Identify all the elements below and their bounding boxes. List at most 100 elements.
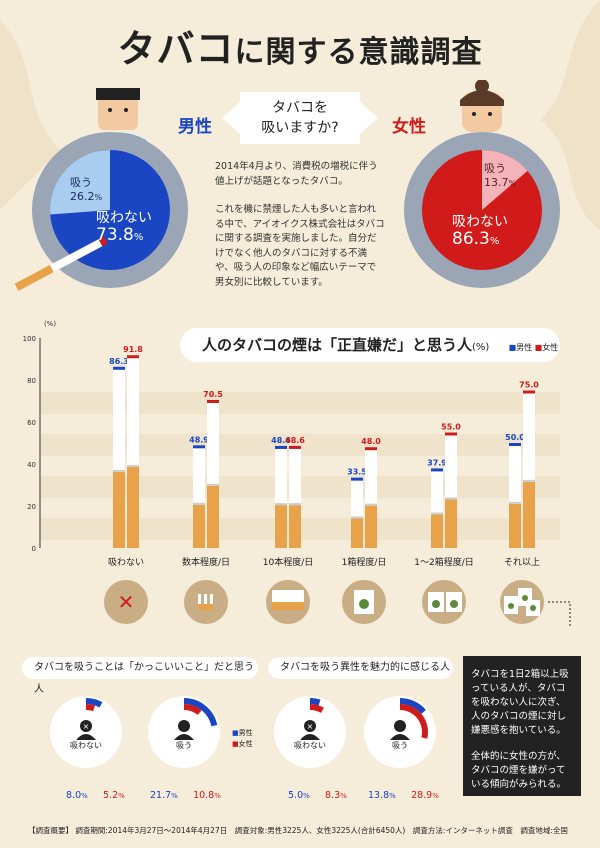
bar	[365, 447, 377, 548]
title-highlight: タバコ	[117, 27, 235, 71]
y-tick-label: 60	[27, 419, 36, 427]
bar	[445, 432, 457, 548]
bar	[193, 445, 205, 548]
y-tick-label: 20	[27, 503, 36, 511]
svg-text:✕: ✕	[118, 590, 135, 614]
ten-cigarettes-icon	[266, 580, 310, 624]
cigarette-icon	[14, 236, 108, 291]
data-label: 48.9	[189, 435, 209, 444]
chart-title: 人のタバコの煙は「正直嫌だ」と思う人(%) ■男性 ■女性	[180, 328, 560, 362]
x-tick-label: それ以上	[504, 557, 540, 568]
person-icon	[80, 720, 92, 732]
bar	[523, 390, 535, 548]
note-box: タバコを1日2箱以上吸っている人が、タバコを吸わない人に次ぎ、人のタバコの煙に対…	[463, 656, 581, 796]
bar	[207, 399, 219, 548]
male-nonsmoke-label: 吸わない 73.8%	[96, 210, 152, 245]
intro-paragraph-2: これを機に禁煙した人も多いと言われる中で、アイオイクス株式会社はタバコに関する調…	[215, 204, 385, 288]
bar	[275, 445, 287, 548]
bar-chart: 0 20 40 60 80 100 (%) 86.3 91.8 吸わない 48.9 70.5 数本程度/…	[23, 320, 540, 568]
x-tick-label: 吸わない	[108, 557, 144, 568]
question-box: タバコを 吸いますか?	[240, 92, 360, 144]
grid-band	[40, 434, 560, 456]
no-icon: ×	[307, 722, 314, 731]
male-smoke-label: 吸う 26.2%	[70, 176, 103, 203]
s2-nonsmoke-values: 8.0% 5.2%	[66, 790, 125, 801]
one-pack-icon	[342, 580, 386, 624]
data-label: 48.6	[271, 436, 291, 445]
few-cigarettes-icon	[184, 580, 228, 624]
donut-female-arc	[399, 704, 428, 739]
donut-male-arc	[85, 698, 103, 708]
bar	[289, 445, 301, 548]
smoke-right	[540, 0, 600, 230]
no-smoking-icon: ✕	[104, 580, 148, 624]
note-paragraph-1: タバコを1日2箱以上吸っている人が、タバコを吸わない人に次ぎ、人のタバコの煙に対…	[471, 669, 569, 736]
bar	[113, 366, 125, 548]
title-rest: に関する意識調査	[234, 35, 483, 70]
s2-nonsmoke-label: 吸わない	[70, 741, 102, 750]
x-tick-label: 10本程度/日	[263, 556, 314, 568]
s2-smoke-label: 吸う	[176, 741, 192, 750]
many-packs-icon	[500, 580, 544, 624]
intro-text: 2014年4月より、消費税の増税に伴う値上げが話題となったタバコ。 これを機に禁…	[215, 160, 385, 304]
page-title: タバコに関する意識調査	[0, 18, 600, 73]
section3-title: タバコを吸う異性を魅力的に感じる人	[268, 657, 453, 679]
male-hair	[96, 88, 140, 100]
male-pie-smoke	[50, 150, 110, 215]
x-tick-label: 数本程度/日	[182, 556, 230, 568]
bar	[431, 468, 443, 548]
data-label: 37.9	[427, 458, 447, 467]
data-label: 33.5	[347, 468, 367, 477]
male-pie-figure	[14, 88, 188, 291]
data-label: 48.0	[361, 437, 381, 446]
donut-female-arc	[183, 704, 202, 715]
person-icon	[304, 720, 316, 732]
x-tick-label: 1〜2箱程度/日	[414, 556, 474, 568]
y-tick-label: 80	[27, 377, 36, 385]
s3-nonsmoke-label: 吸わない	[294, 741, 326, 750]
y-tick-label: 40	[27, 461, 36, 469]
donut-legend: ■男性 ■女性	[232, 729, 253, 748]
data-label: 50.0	[505, 433, 525, 442]
female-smoke-label: 吸う 13.7%	[484, 162, 517, 189]
no-icon: ×	[83, 722, 90, 731]
s3-nonsmoke-values: 5.0% 8.3%	[288, 790, 347, 801]
donut-female-arc	[85, 704, 95, 712]
donut-male-arc	[309, 698, 321, 706]
donut-female-arc	[309, 704, 324, 714]
question-arrows	[222, 102, 378, 134]
two-packs-icon	[422, 580, 466, 624]
data-label: 55.0	[441, 423, 461, 432]
person-icon	[394, 720, 406, 732]
female-hair	[460, 90, 504, 106]
bar	[509, 443, 521, 548]
grid-band	[40, 392, 560, 414]
female-nonsmoke-label: 吸わない 86.3%	[452, 214, 508, 249]
x-tick-label: 1箱程度/日	[342, 556, 387, 568]
data-label: 70.5	[203, 390, 223, 399]
donut-male-arc	[399, 698, 426, 715]
y-tick-label: 100	[23, 335, 36, 343]
donut-male-arc	[183, 698, 218, 727]
intro-paragraph-1: 2014年4月より、消費税の増税に伴う値上げが話題となったタバコ。	[215, 161, 378, 187]
category-icons: ✕	[104, 580, 571, 628]
s2-smoke-values: 21.7% 10.8%	[150, 790, 221, 801]
s3-smoke-values: 13.8% 28.9%	[368, 790, 439, 801]
donut-charts: × ×	[50, 696, 436, 768]
data-label: 91.8	[123, 345, 143, 354]
y-axis-label: (%)	[44, 320, 56, 328]
bar	[127, 355, 139, 548]
note-paragraph-2: 全体的に女性の方が、タバコの煙を嫌がっている傾向がみられる。	[471, 751, 567, 790]
female-label: 女性	[392, 117, 426, 137]
y-tick-label: 0	[32, 545, 36, 553]
female-pie-figure	[404, 80, 560, 288]
s3-smoke-label: 吸う	[392, 741, 408, 750]
section2-title: タバコを吸うことは「かっこいいこと」だと思う人	[22, 657, 258, 695]
data-label: 86.3	[109, 357, 129, 366]
data-label: 75.0	[519, 381, 539, 390]
data-label: 48.6	[285, 436, 305, 445]
smoke-left	[0, 20, 60, 210]
male-label: 男性	[178, 117, 212, 137]
female-pie-smoke	[482, 150, 528, 210]
